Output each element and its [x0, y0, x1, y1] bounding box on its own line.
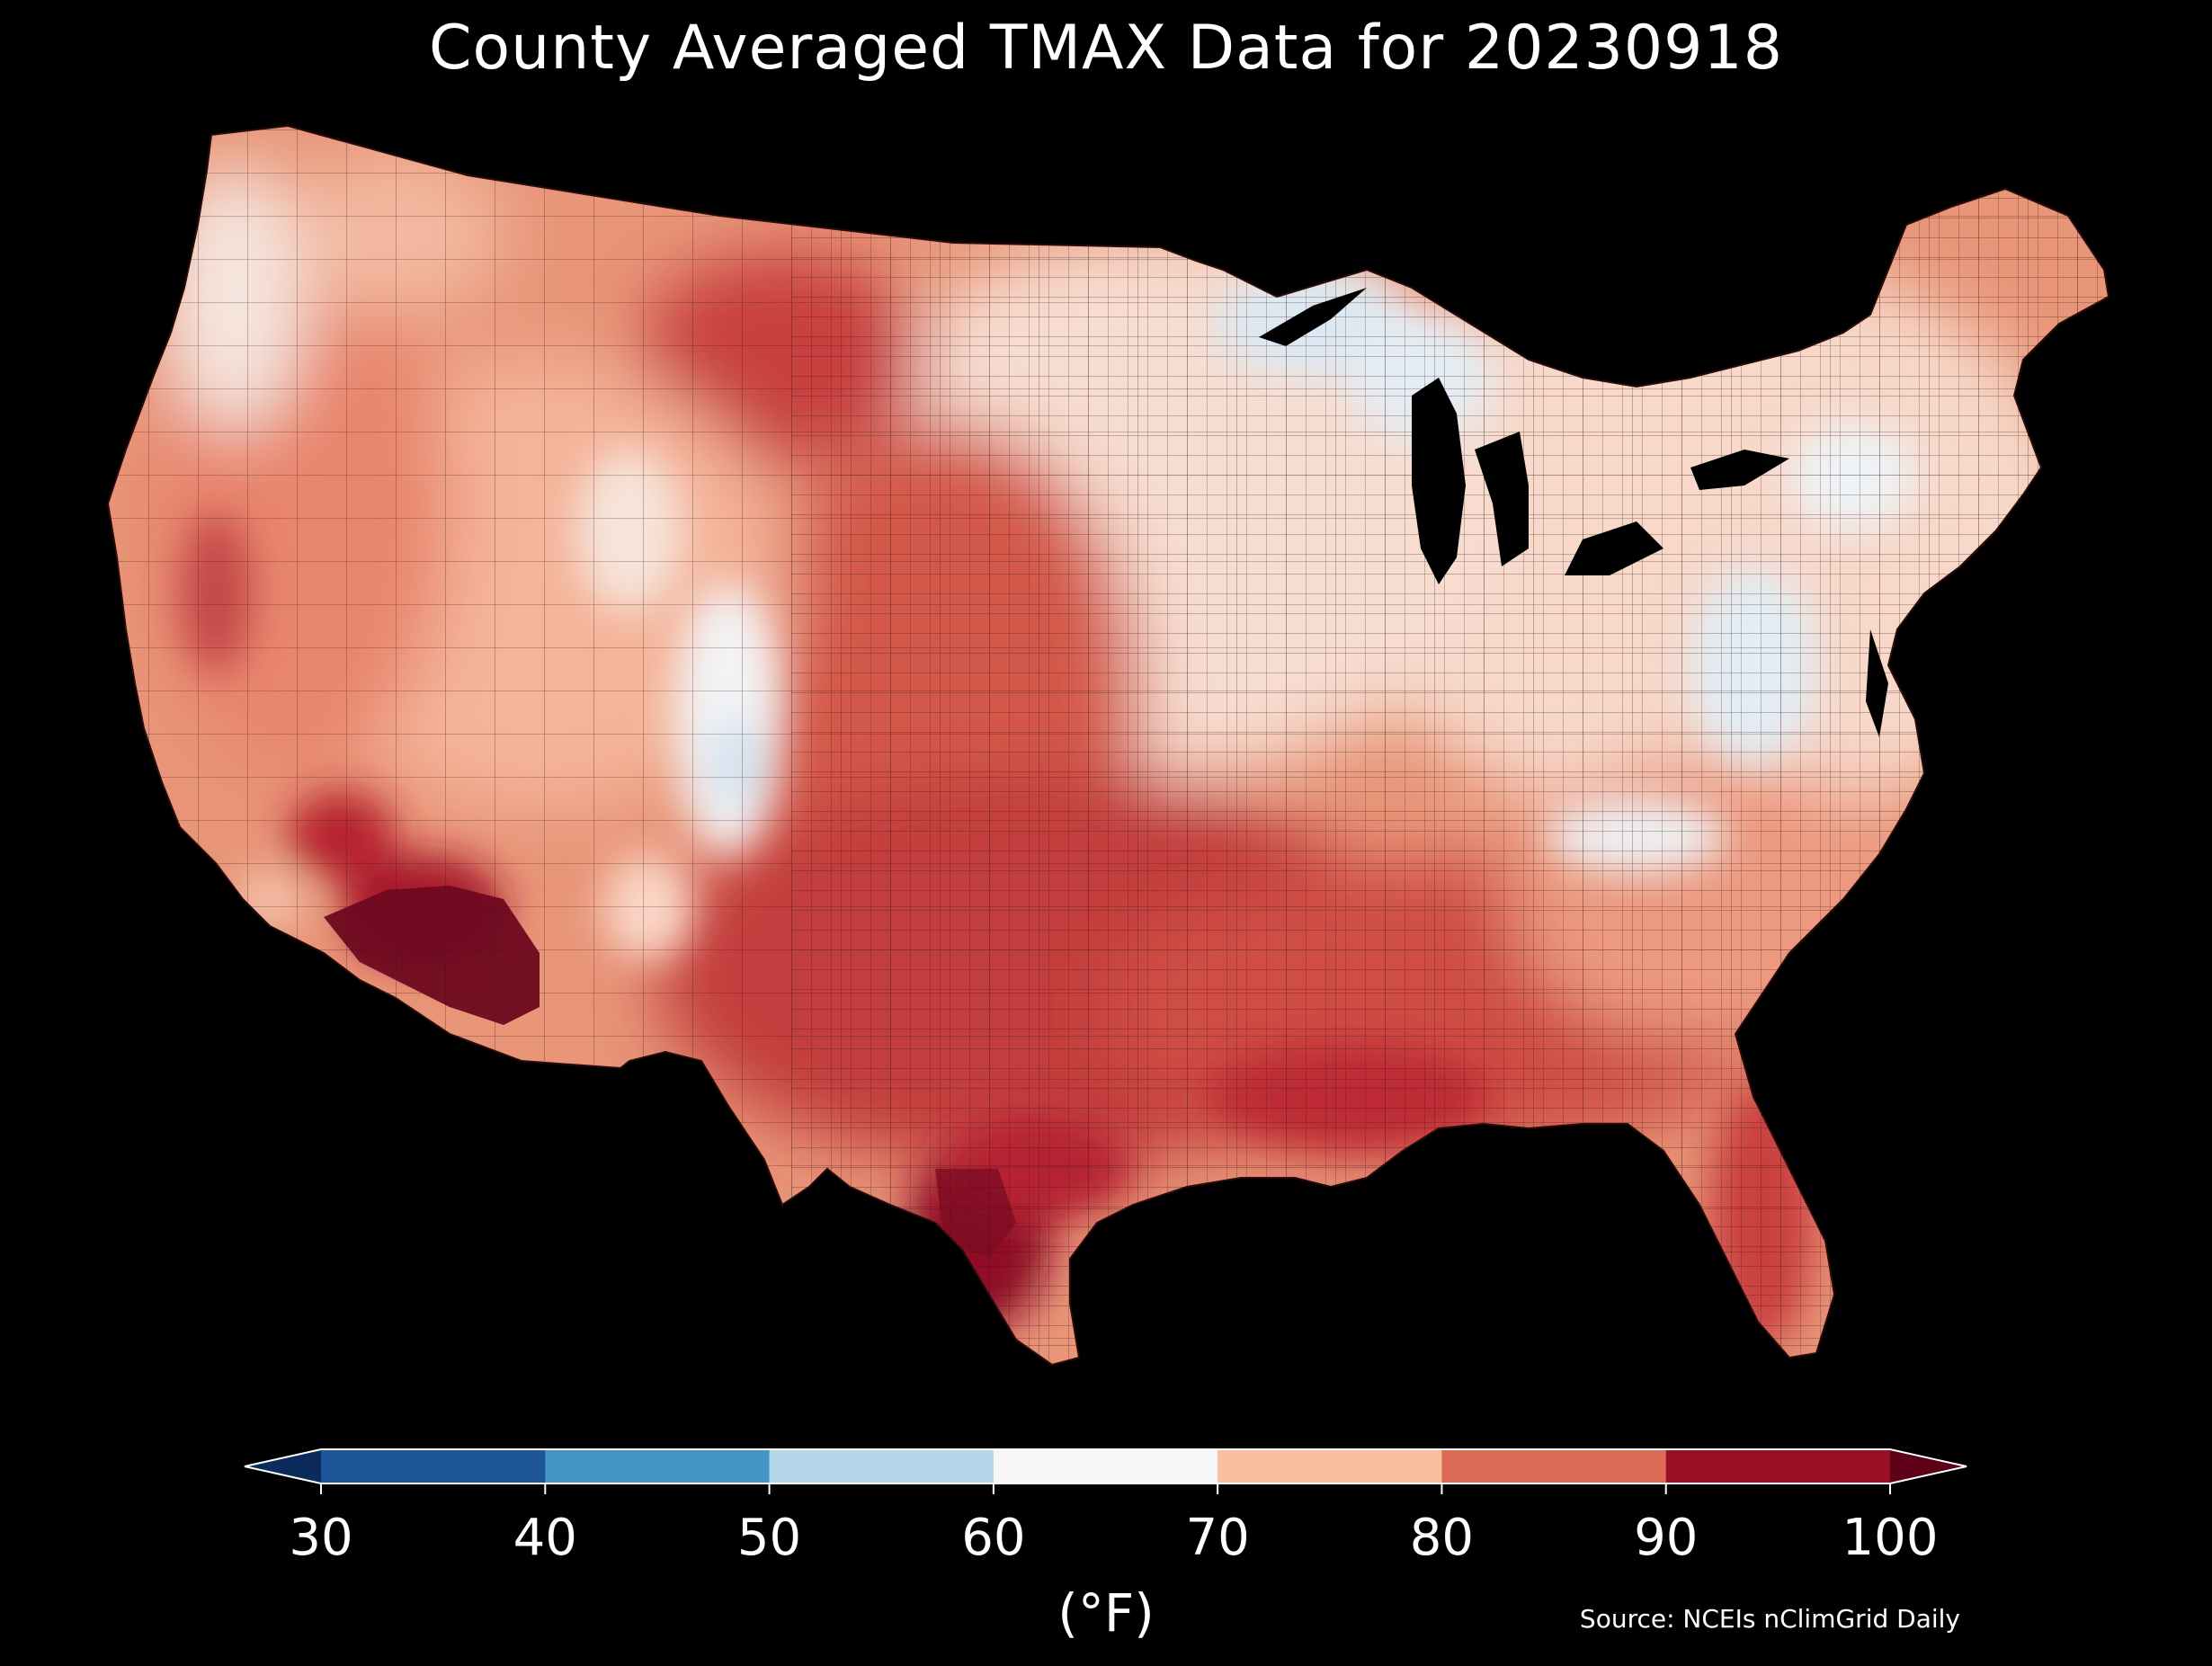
source-credit: Source: NCEIs nClimGrid Daily: [1579, 1604, 1960, 1634]
colorbar-bin-80-90: [1441, 1449, 1667, 1483]
colorbar-bin-50-60: [769, 1449, 995, 1483]
colorbar-tick-label: 100: [1842, 1509, 1939, 1567]
colorbar-tick-label: 80: [1409, 1509, 1475, 1567]
colorbar-bin-70-80: [1217, 1449, 1442, 1483]
great-lakes: [1259, 288, 1888, 737]
temperature-field: [108, 126, 2109, 1365]
colorbar-over-extension: [1890, 1449, 1967, 1483]
map-title: County Averaged TMAX Data for 20230918: [429, 13, 1783, 84]
colorbar-under-extension: [245, 1449, 321, 1483]
colorbar: [244, 1448, 1967, 1494]
colorbar-bin-90-100: [1665, 1449, 1891, 1483]
colorbar-tick-label: 30: [289, 1509, 353, 1567]
colorbar-bin-30-40: [321, 1449, 546, 1483]
colorbar-tick-label: 60: [961, 1509, 1026, 1567]
colorbar-tick-label: 40: [513, 1509, 577, 1567]
colorbar-tick-label: 90: [1634, 1509, 1699, 1567]
colorbar-tick-label: 50: [736, 1509, 802, 1567]
colorbar-unit-label: (°F): [1057, 1582, 1155, 1644]
colorbar-bin-40-50: [545, 1449, 771, 1483]
colorbar-bin-60-70: [993, 1449, 1218, 1483]
colorbar-tick-label: 70: [1185, 1509, 1250, 1567]
